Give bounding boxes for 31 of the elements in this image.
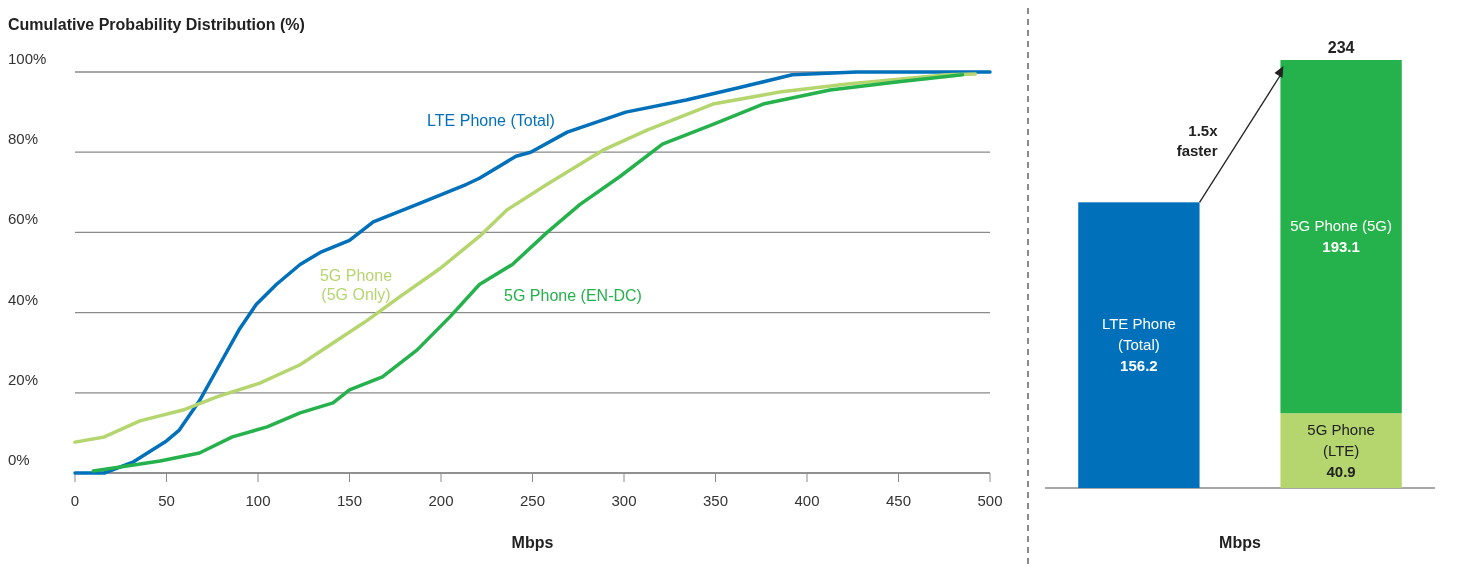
total-label: 234 [1327,39,1355,56]
x-tick-label: 250 [519,492,546,509]
y-tick-label: 60% [8,210,39,228]
y-tick-label: 80% [8,130,39,148]
y-tick-label: 20% [8,370,39,388]
data-label: 193.1 [1322,238,1360,256]
x-tick-label: 0 [70,492,80,509]
x-tick-label: 400 [794,492,820,509]
annotation: 1.5x faster [1176,122,1219,159]
chart-title: Cumulative Probability Distribution (%) [8,16,305,33]
series-label: LTE Phone (Total) [427,112,555,129]
y-tick-label: 40% [8,290,39,308]
x-axis-title: Mbps [511,534,554,551]
x-tick-label: 150 [336,492,363,509]
data-label: 156.2 [1120,357,1158,375]
x-tick-label: 350 [702,492,729,509]
series-label: 5G Phone (5G) [1290,217,1392,235]
x-tick-label: 500 [977,492,1003,509]
x-tick-label: 200 [428,492,454,509]
x-axis-title: Mbps [1219,534,1261,551]
series-label: 5G Phone (LTE) [1307,420,1375,459]
data-label: 40.9 [1326,462,1356,480]
x-tick-label: 300 [611,492,637,509]
series-label: LTE Phone (Total) [1101,315,1176,354]
x-tick-label: 450 [885,492,912,509]
y-tick-label: 100% [8,50,47,67]
y-tick-label: 0% [8,451,30,468]
series-label: 5G Phone (5G Only) [319,267,393,303]
series-label: 5G Phone (EN-DC) [504,287,642,304]
x-tick-label: 50 [158,492,175,509]
x-tick-label: 100 [245,492,271,509]
